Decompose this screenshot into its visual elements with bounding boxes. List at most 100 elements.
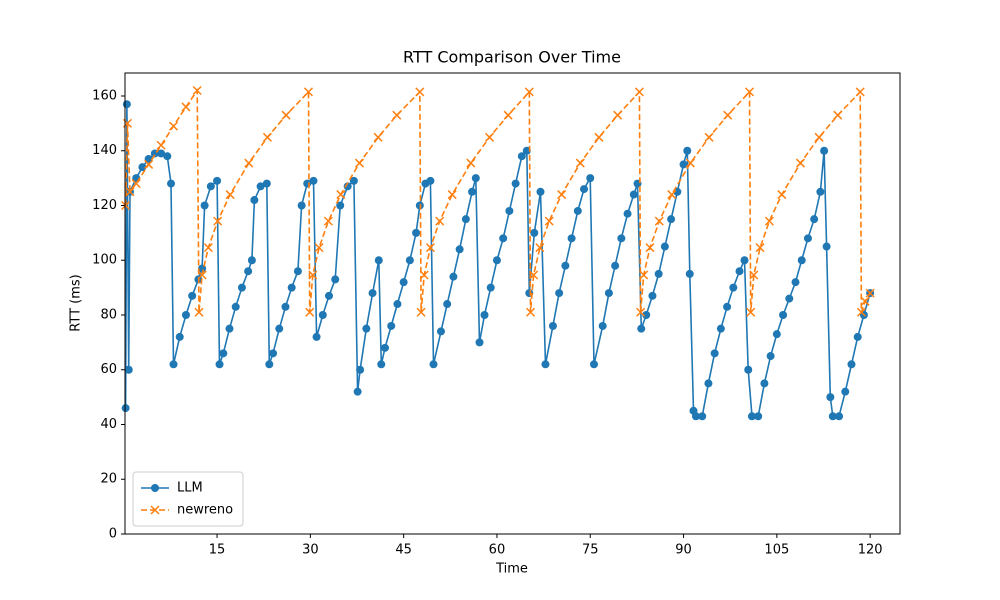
point — [648, 291, 657, 300]
point — [529, 270, 539, 280]
y-tick-label: 80 — [100, 307, 117, 322]
point — [387, 321, 396, 330]
point — [613, 110, 623, 120]
point — [471, 174, 480, 183]
point — [499, 234, 508, 243]
point — [744, 87, 755, 97]
point — [353, 387, 362, 396]
legend-marker — [150, 505, 160, 515]
point — [362, 324, 371, 333]
y-tick-label: 100 — [92, 253, 117, 268]
x-tick-label: 105 — [764, 543, 789, 558]
point — [163, 152, 172, 161]
point — [125, 187, 135, 197]
point — [124, 365, 133, 374]
point — [667, 215, 676, 224]
point — [197, 270, 207, 280]
point — [318, 310, 327, 319]
point — [617, 234, 626, 243]
x-tick-label: 60 — [489, 543, 506, 558]
point — [213, 176, 222, 185]
point — [637, 324, 646, 333]
point — [567, 234, 576, 243]
point — [429, 360, 438, 369]
point — [486, 283, 495, 292]
point — [480, 310, 489, 319]
point — [642, 310, 651, 319]
point — [557, 190, 567, 200]
x-tick-label: 30 — [302, 543, 319, 558]
point — [425, 243, 435, 253]
point — [167, 179, 176, 188]
point — [526, 307, 536, 317]
y-tick-label: 120 — [92, 198, 117, 213]
point — [225, 190, 235, 200]
point — [723, 110, 733, 120]
point — [667, 190, 677, 200]
point — [511, 179, 520, 188]
legend-label: LLM — [177, 481, 203, 496]
point — [860, 296, 870, 306]
point — [416, 307, 426, 317]
point — [169, 360, 178, 369]
point — [841, 387, 850, 396]
point — [530, 228, 539, 237]
point — [374, 256, 383, 265]
point — [604, 289, 613, 298]
point — [275, 324, 284, 333]
point — [716, 324, 725, 333]
point — [544, 216, 554, 226]
point — [536, 187, 545, 196]
point — [611, 261, 620, 270]
point — [691, 412, 700, 421]
point — [524, 87, 534, 97]
point — [312, 332, 321, 341]
point — [654, 269, 663, 278]
point — [188, 291, 197, 300]
point — [435, 216, 445, 226]
point — [449, 272, 458, 281]
point — [535, 243, 545, 253]
point — [517, 152, 526, 161]
point — [121, 200, 131, 211]
point — [561, 261, 570, 270]
point — [219, 349, 228, 358]
point — [303, 87, 314, 97]
point — [847, 360, 856, 369]
point — [594, 132, 604, 142]
point — [573, 206, 582, 215]
point — [503, 110, 513, 120]
point — [206, 182, 215, 191]
point — [461, 215, 470, 224]
point — [785, 294, 794, 303]
point — [853, 332, 862, 341]
x-tick-label: 45 — [395, 543, 412, 558]
point — [555, 289, 564, 298]
legend-marker — [151, 484, 159, 492]
point — [436, 327, 445, 336]
point — [764, 216, 774, 226]
point — [194, 307, 204, 317]
point — [704, 132, 714, 142]
point — [598, 321, 607, 330]
point — [415, 87, 425, 97]
point — [308, 270, 318, 280]
point — [349, 176, 358, 185]
point — [181, 102, 191, 112]
point — [803, 234, 812, 243]
point — [856, 307, 866, 317]
point — [203, 243, 213, 253]
point — [723, 302, 732, 311]
legend-box — [132, 471, 244, 527]
point — [281, 302, 290, 311]
point — [405, 256, 414, 265]
point — [522, 146, 531, 155]
point — [336, 190, 346, 200]
point — [305, 307, 315, 317]
point — [443, 300, 452, 309]
point — [426, 176, 435, 185]
point — [833, 110, 843, 120]
point — [747, 412, 756, 421]
point — [623, 209, 632, 218]
x-tick-label: 75 — [582, 543, 599, 558]
